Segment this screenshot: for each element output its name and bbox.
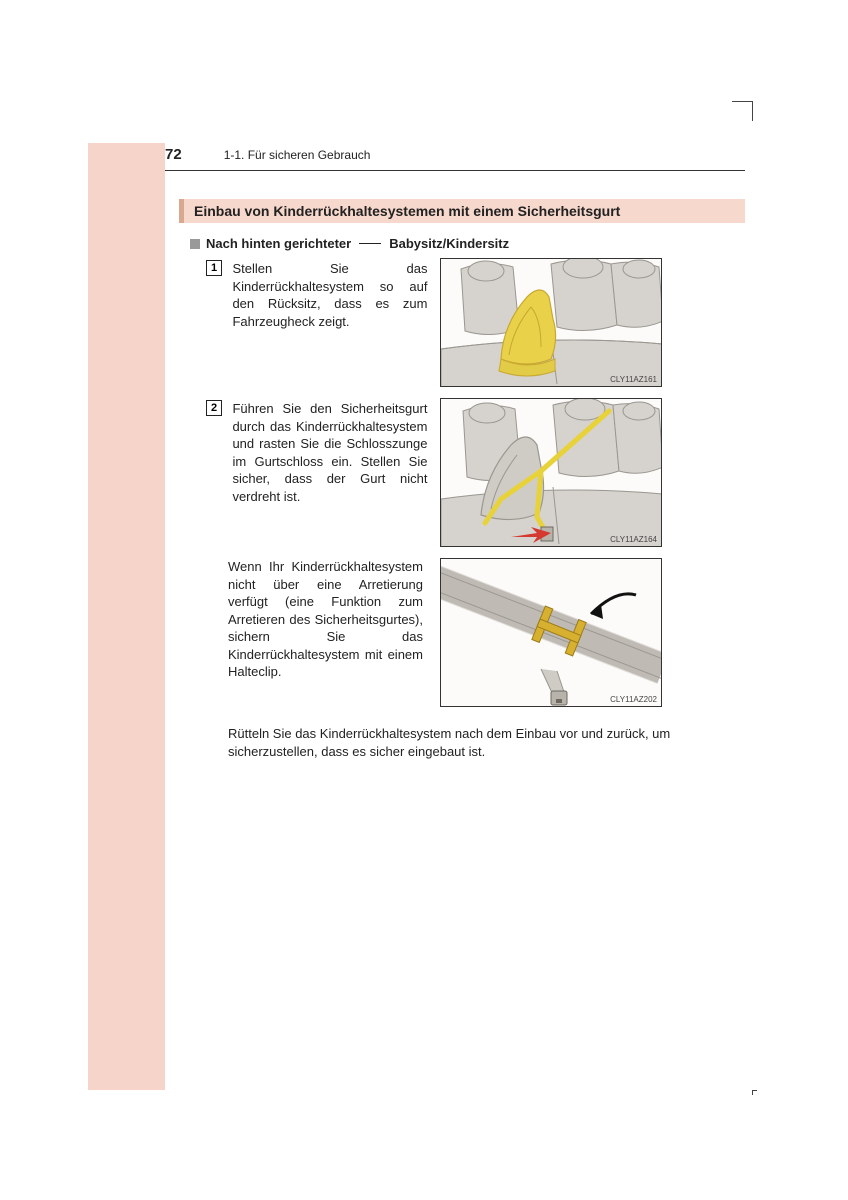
belt-routing-illustration xyxy=(441,399,662,547)
step-number-box: 2 xyxy=(206,400,222,416)
locking-clip-illustration xyxy=(441,559,662,707)
crop-mark xyxy=(732,101,752,102)
subheading: Nach hinten gerichteter Babysitz/Kinders… xyxy=(190,236,509,251)
page-header: 72 1-1. Für sicheren Gebrauch xyxy=(165,146,745,163)
page-number: 72 xyxy=(165,146,182,163)
footer-note: Rütteln Sie das Kinderrückhaltesystem na… xyxy=(228,725,743,761)
figure-2: CLY11AZ164 xyxy=(440,398,662,547)
subheading-suffix: Babysitz/Kindersitz xyxy=(389,236,509,251)
manual-page: 72 1-1. Für sicheren Gebrauch Einbau von… xyxy=(0,0,848,1200)
chapter-label: 1-1. Für sicheren Gebrauch xyxy=(224,148,371,162)
crop-mark xyxy=(752,1090,757,1095)
figure-3: CLY11AZ202 xyxy=(440,558,662,707)
note-text: Wenn Ihr Kinderrückhaltesystem nicht übe… xyxy=(228,558,423,681)
child-seat-illustration xyxy=(441,259,662,387)
step-number-box: 1 xyxy=(206,260,222,276)
tab-bar xyxy=(88,143,165,1090)
long-dash-icon xyxy=(359,243,381,244)
figure-1-label: CLY11AZ161 xyxy=(610,375,657,384)
step-2-text: Führen Sie den Sicherheitsgurt durch das… xyxy=(232,400,427,505)
section-title: Einbau von Kinderrückhaltesystemen mit e… xyxy=(179,199,745,223)
square-bullet-icon xyxy=(190,239,200,249)
step-1-text: Stellen Sie das Kinderrückhaltesystem so… xyxy=(232,260,427,330)
figure-2-label: CLY11AZ164 xyxy=(610,535,657,544)
figure-3-label: CLY11AZ202 xyxy=(610,695,657,704)
subheading-prefix: Nach hinten gerichteter xyxy=(206,236,351,251)
crop-mark xyxy=(752,101,753,121)
header-rule xyxy=(165,170,745,171)
figure-1: CLY11AZ161 xyxy=(440,258,662,387)
